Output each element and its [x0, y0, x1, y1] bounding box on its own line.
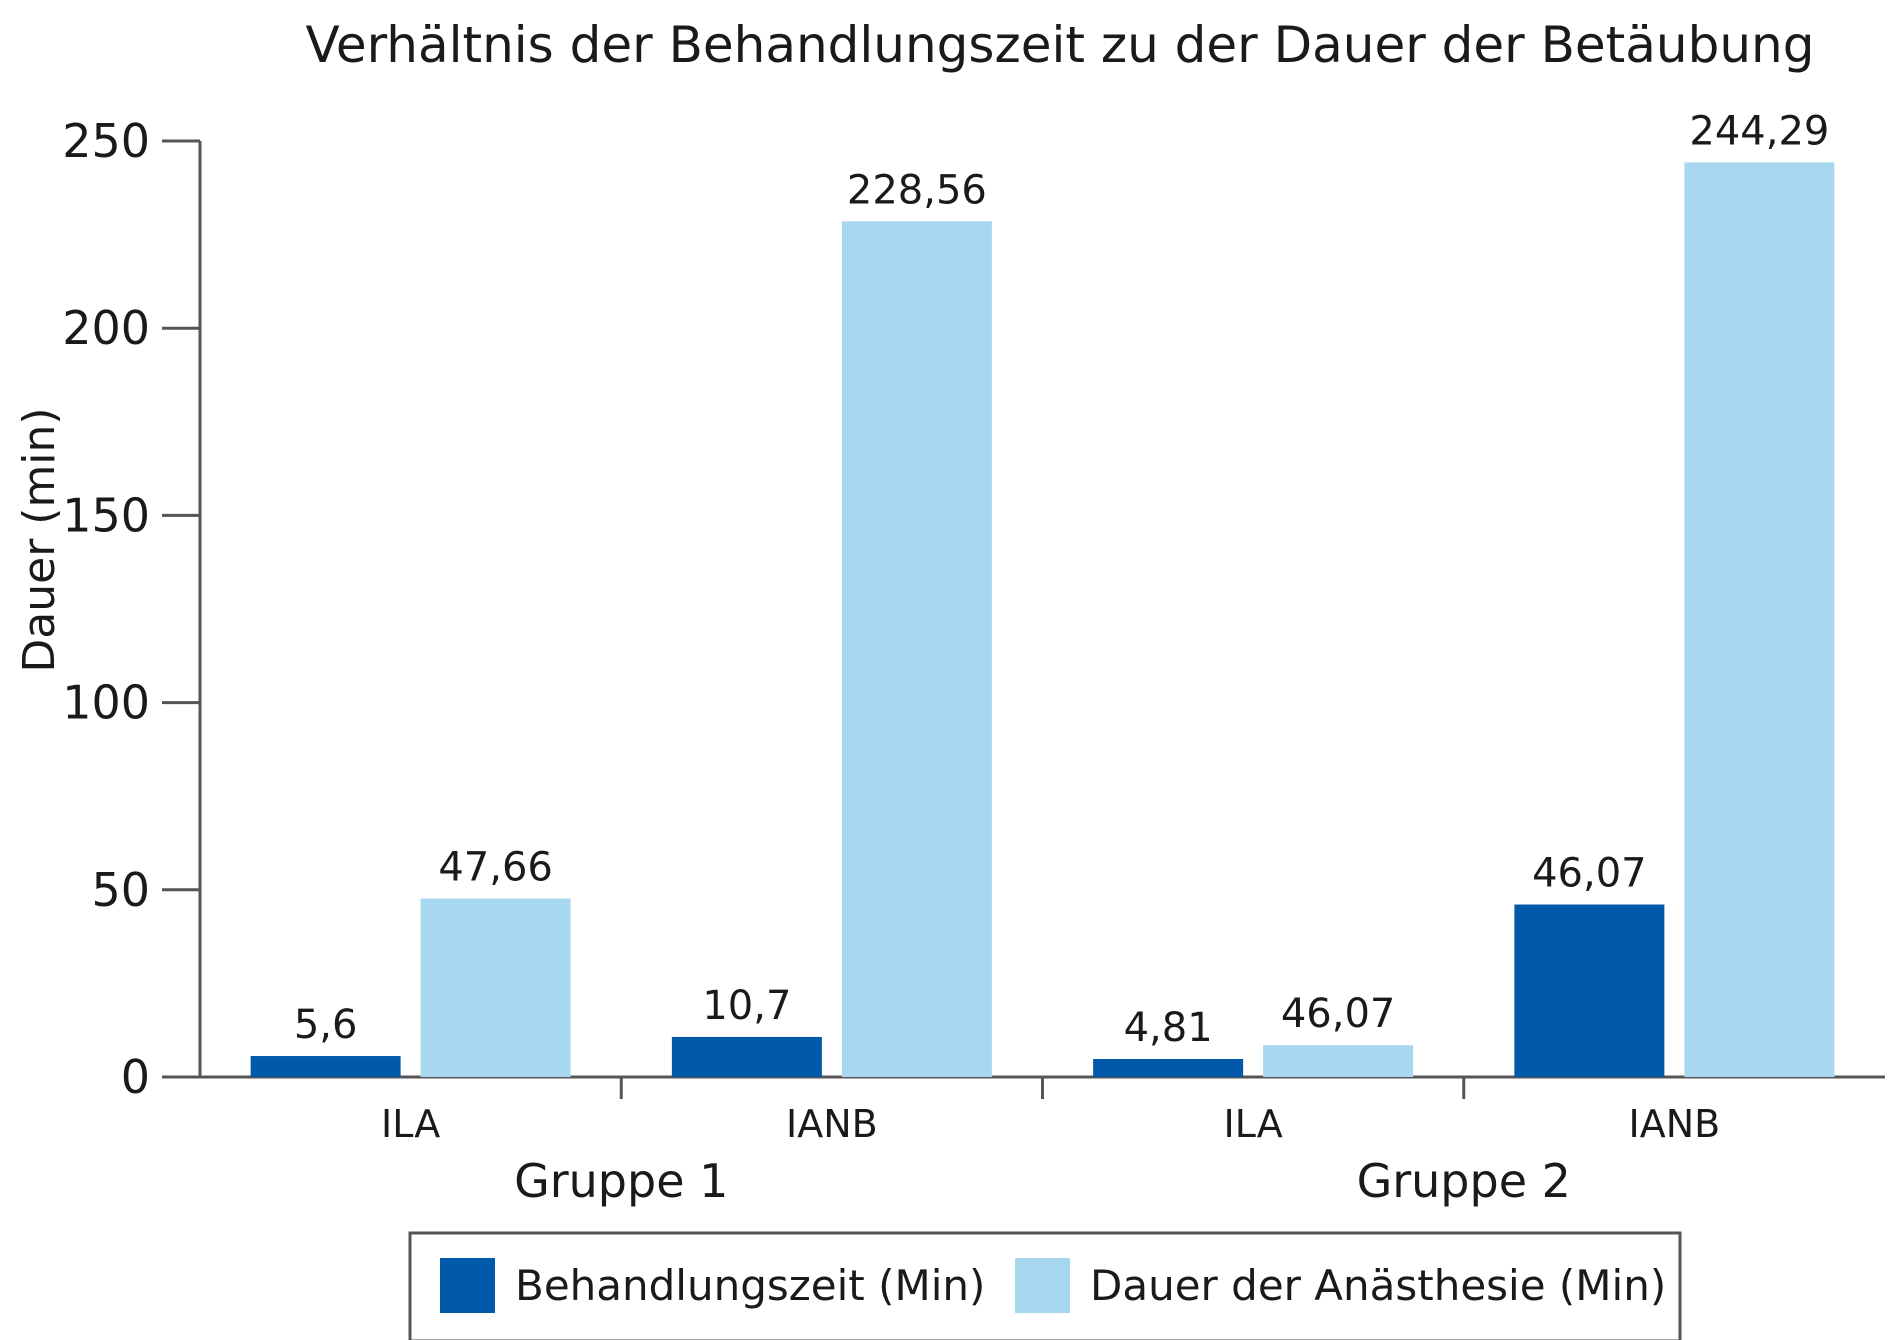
y-axis: 0 50 100 150 200 250: [62, 114, 202, 1104]
x-axis: [200, 1075, 1885, 1099]
data-label: 244,29: [1689, 108, 1829, 154]
data-labels: 5,6 10,7 4,81 46,07 47,66 228,56 46,07 244,29: [294, 108, 1830, 1051]
data-label: 228,56: [847, 167, 987, 213]
data-label: 46,07: [1532, 851, 1647, 897]
x-category-label: IANB: [786, 1102, 878, 1146]
x-category-label: ILA: [1224, 1102, 1283, 1146]
legend: Behandlungszeit (Min) Dauer der Anästhesi…: [408, 1231, 1682, 1340]
data-label: 47,66: [438, 845, 553, 891]
bar: [1684, 162, 1835, 1077]
y-tick-label: 150: [62, 488, 150, 542]
bar: [1263, 1045, 1414, 1077]
y-axis-label: Dauer (min): [14, 407, 65, 672]
legend-label: Behandlungszeit (Min): [515, 1261, 985, 1310]
x-category-label: ILA: [381, 1102, 440, 1146]
legend-swatch: [1015, 1258, 1070, 1313]
bar: [420, 898, 571, 1077]
y-tick-label: 200: [62, 301, 150, 355]
data-label: 5,6: [294, 1002, 358, 1048]
data-label: 4,81: [1124, 1005, 1213, 1051]
y-tick-label: 0: [121, 1050, 150, 1104]
bars: [250, 162, 1835, 1077]
group-labels: Gruppe 1 Gruppe 2: [514, 1154, 1571, 1208]
x-category-label: IANB: [1629, 1102, 1721, 1146]
group-label: Gruppe 1: [514, 1154, 728, 1208]
group-label: Gruppe 2: [1357, 1154, 1571, 1208]
chart-title: Verhältnis der Behandlungszeit zu der Da…: [306, 16, 1815, 74]
bar: [1093, 1058, 1244, 1077]
legend-label: Dauer der Anästhesie (Min): [1090, 1261, 1666, 1310]
bar: [1514, 904, 1665, 1077]
y-tick-label: 100: [62, 676, 150, 730]
x-category-labels: ILA IANB ILA IANB: [381, 1102, 1720, 1146]
data-label: 46,07: [1281, 991, 1396, 1037]
bar: [671, 1036, 822, 1077]
legend-swatch: [440, 1258, 495, 1313]
bar: [841, 221, 992, 1077]
bar: [250, 1056, 401, 1077]
y-tick-label: 250: [62, 114, 150, 168]
y-tick-label: 50: [91, 863, 150, 917]
data-label: 10,7: [702, 983, 791, 1029]
